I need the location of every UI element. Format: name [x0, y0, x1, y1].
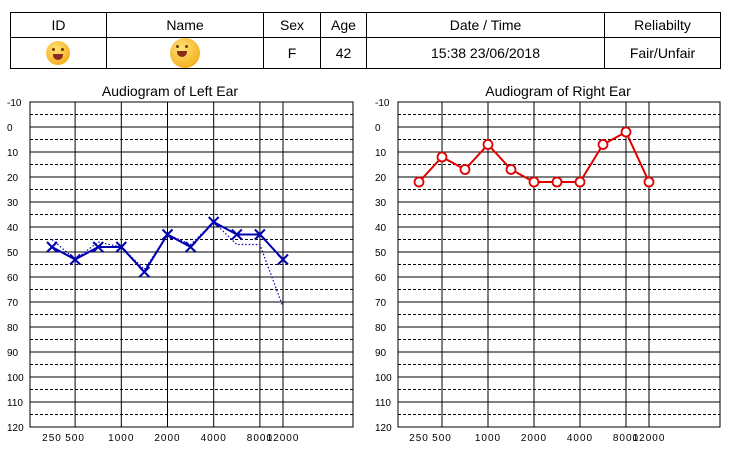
left-series-line-1	[51, 221, 284, 308]
right-y-tick-label: 40	[375, 223, 387, 234]
left-chart-title: Audiogram of Left Ear	[102, 83, 239, 99]
left-x-tick-label: 1000	[108, 433, 134, 444]
left-y-tick-label: -10	[7, 98, 22, 109]
emoji-mask-icon	[46, 41, 71, 65]
col-header-datetime: Date / Time	[366, 12, 605, 38]
col-header-age: Age	[320, 12, 367, 38]
patient-info-table: ID Name Sex Age Date / Time Reliabilty 정…	[10, 12, 721, 69]
left-x-tick-label: 500	[65, 433, 85, 444]
left-data-point-x	[254, 228, 266, 241]
right-data-point-o	[436, 151, 448, 163]
left-y-tick-label: 60	[7, 273, 19, 284]
right-data-point-o	[643, 176, 655, 188]
right-y-tick-label: -10	[375, 98, 390, 109]
age-value: 42	[320, 37, 367, 69]
right-audiogram: Audiogram of Right Ear -10 0 10 20 30 40 50 60 70…	[375, 83, 721, 444]
right-y-tick-label: 100	[375, 373, 392, 384]
info-header-row: ID Name Sex Age Date / Time Reliabilty	[10, 12, 721, 38]
right-x-tick-label: 4000	[567, 433, 593, 444]
left-data-point-x	[46, 241, 58, 253]
right-y-tick-label: 110	[375, 398, 391, 409]
right-y-tick-label: 10	[375, 148, 387, 159]
right-data-point-o	[459, 164, 471, 175]
right-y-tick-label: 50	[375, 248, 387, 259]
left-audiogram: Audiogram of Left Ear -10 0 10 20 30 40 50 60 70 8…	[7, 83, 354, 444]
left-x-tick-label: 4000	[201, 433, 227, 444]
right-data-point-o	[574, 176, 586, 188]
col-header-reliability: Reliabilty	[604, 12, 721, 38]
right-x-tick-label: 1000	[475, 433, 501, 444]
right-y-tick-label: 80	[375, 323, 387, 334]
right-chart-title: Audiogram of Right Ear	[485, 83, 631, 99]
right-x-tick-label: 2000	[521, 433, 547, 444]
right-y-tick-label: 70	[375, 298, 387, 309]
left-y-tick-label: 90	[7, 348, 19, 359]
sex-value: F	[263, 37, 321, 69]
right-y-tick-label: 120	[375, 423, 392, 434]
left-y-tick-label: 50	[7, 248, 19, 259]
right-x-tick-label: 12000	[633, 433, 666, 444]
left-x-tick-label: 250	[42, 433, 62, 444]
left-data-point-x	[161, 228, 174, 241]
left-x-tick-label: 12000	[267, 433, 300, 444]
right-data-point-o	[482, 139, 494, 150]
left-y-tick-label: 110	[7, 398, 23, 409]
info-value-row: 정 황 F 42 15:38 23/06/2018 Fair/Unfair	[10, 37, 721, 69]
right-y-tick-label: 60	[375, 273, 387, 284]
left-data-point-x	[277, 253, 289, 266]
cell-id: 정	[10, 37, 107, 69]
reliability-value: Fair/Unfair	[604, 37, 721, 69]
left-y-tick-label: 70	[7, 298, 19, 309]
emoji-mask-icon	[169, 38, 200, 68]
left-y-tick-label: 100	[7, 373, 24, 384]
right-x-tick-label: 250	[409, 433, 429, 444]
left-data-point-x	[138, 266, 151, 278]
left-y-tick-label: 40	[7, 223, 19, 234]
right-y-tick-label: 30	[375, 198, 387, 209]
datetime-value: 15:38 23/06/2018	[366, 37, 605, 69]
right-data-point-o	[597, 139, 609, 150]
right-y-tick-label: 20	[375, 173, 387, 184]
col-header-name: Name	[106, 12, 264, 38]
left-y-tick-label: 80	[7, 323, 19, 334]
left-y-tick-label: 30	[7, 198, 19, 209]
left-x-tick-label: 2000	[154, 433, 180, 444]
right-data-point-o	[620, 126, 632, 138]
right-data-point-o	[505, 164, 517, 175]
left-y-tick-label: 20	[7, 173, 19, 184]
left-y-tick-label: 120	[7, 423, 24, 434]
right-data-point-o	[528, 176, 540, 188]
left-data-point-x	[231, 228, 243, 241]
left-y-tick-label: 0	[7, 123, 13, 134]
right-x-tick-label: 8000	[613, 433, 639, 444]
right-x-tick-label: 500	[432, 433, 452, 444]
right-data-point-o	[551, 176, 563, 188]
right-y-tick-label: 90	[375, 348, 387, 359]
left-data-point-x	[92, 241, 104, 253]
left-x-tick-label: 8000	[247, 433, 273, 444]
right-data-point-o	[413, 176, 425, 188]
left-y-tick-label: 10	[7, 148, 19, 159]
col-header-id: ID	[10, 12, 107, 38]
right-y-tick-label: 0	[375, 123, 381, 134]
